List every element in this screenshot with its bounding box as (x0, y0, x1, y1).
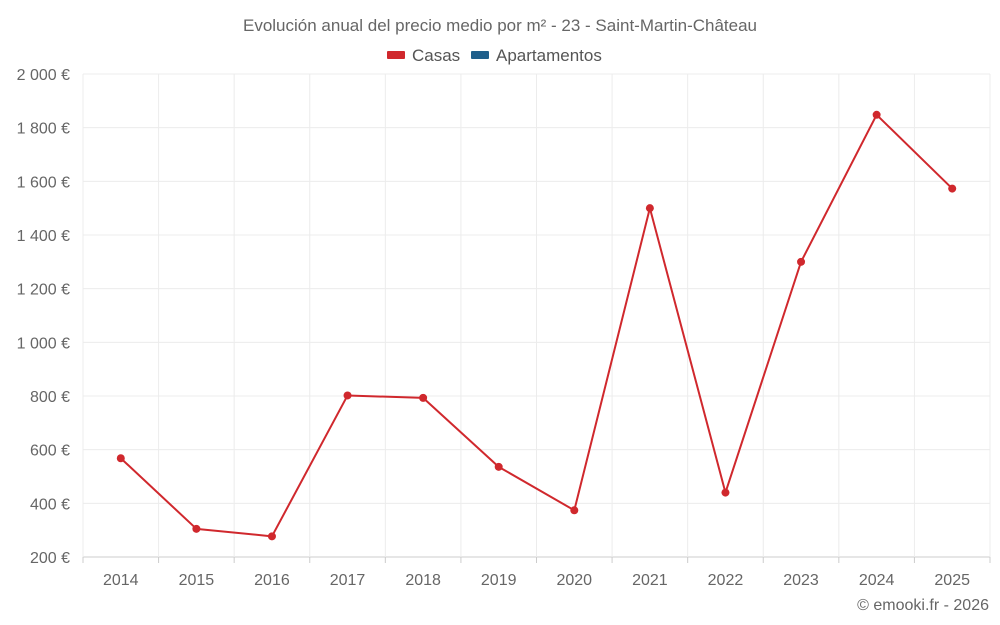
data-point-2016[interactable] (267, 532, 276, 541)
legend-swatch-casas[interactable] (387, 51, 405, 59)
data-point-2022[interactable] (721, 488, 730, 497)
data-point-2019[interactable] (494, 462, 503, 471)
x-tick-label: 2014 (103, 572, 139, 589)
data-point-2025[interactable] (948, 184, 957, 193)
chart-title: Evolución anual del precio medio por m² … (243, 16, 757, 35)
x-tick-label: 2018 (405, 572, 441, 589)
x-tick-label: 2017 (330, 572, 366, 589)
data-point-2014[interactable] (116, 454, 125, 463)
x-tick-label: 2022 (708, 572, 744, 589)
data-point-2021[interactable] (645, 204, 654, 213)
x-tick-label: 2016 (254, 572, 290, 589)
y-tick-label: 400 € (30, 496, 70, 513)
y-tick-label: 1 400 € (17, 228, 70, 245)
legend-label-apartamentos[interactable]: Apartamentos (496, 46, 602, 65)
x-tick-label: 2015 (179, 572, 215, 589)
legend-label-casas[interactable]: Casas (412, 46, 460, 65)
x-tick-label: 2021 (632, 572, 668, 589)
series-casas (116, 110, 957, 541)
data-point-2024[interactable] (872, 110, 881, 119)
y-tick-label: 200 € (30, 550, 70, 567)
x-tick-label: 2020 (556, 572, 592, 589)
y-tick-label: 2 000 € (17, 67, 70, 84)
legend-swatch-apartamentos[interactable] (471, 51, 489, 59)
y-tick-label: 1 600 € (17, 174, 70, 191)
x-tick-label: 2024 (859, 572, 895, 589)
data-point-2020[interactable] (570, 506, 579, 515)
x-axis-labels: 2014 2015 2016 2017 2018 2019 2020 2021 2022 2023… (103, 572, 970, 589)
data-point-2017[interactable] (343, 391, 352, 400)
y-tick-label: 1 200 € (17, 282, 70, 299)
y-axis-labels: 200 € 400 € 600 € 800 € 1 000 € 1 200 € 1 400 … (17, 67, 70, 567)
grid-lines (82, 73, 991, 563)
y-tick-label: 800 € (30, 389, 70, 406)
data-point-2015[interactable] (192, 524, 201, 533)
y-tick-label: 1 000 € (17, 335, 70, 352)
y-tick-label: 600 € (30, 443, 70, 460)
data-point-2018[interactable] (419, 393, 428, 402)
x-tick-label: 2025 (934, 572, 970, 589)
x-tick-label: 2023 (783, 572, 819, 589)
series-line-0 (120, 113, 953, 538)
data-point-2023[interactable] (797, 257, 806, 266)
credit-text: © emooki.fr - 2026 (857, 597, 989, 614)
chart-legend: Casas Apartamentos (387, 46, 602, 65)
x-tick-label: 2019 (481, 572, 517, 589)
y-tick-label: 1 800 € (17, 121, 70, 138)
